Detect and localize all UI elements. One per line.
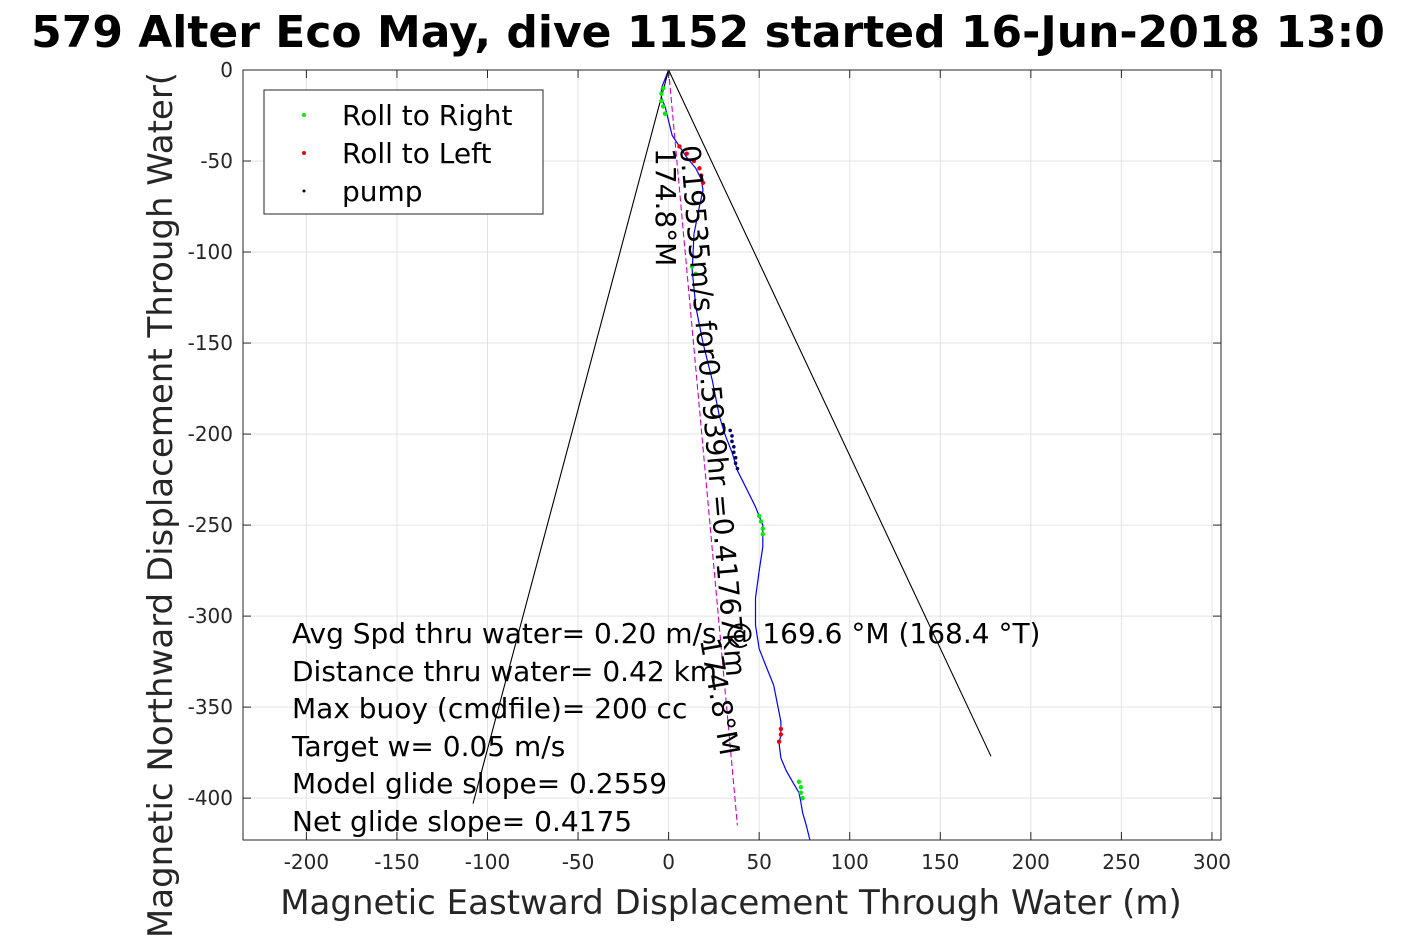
- y-tick-label: 0: [220, 58, 233, 82]
- y-axis: 0 -50 -100 -150 -200 -250 -300 -350 -400: [188, 58, 1221, 810]
- x-tick-label: 150: [921, 850, 959, 874]
- x-tick-label: 300: [1193, 850, 1231, 874]
- stat-max-buoy: Max buoy (cmdfile)= 200 cc: [292, 692, 687, 725]
- marker-roll-left: [697, 166, 702, 171]
- legend-box: [263, 89, 544, 215]
- series-cone: [472, 70, 992, 804]
- heading-annotation: 174.8°M: [649, 148, 682, 266]
- x-tick-label: 0: [662, 850, 675, 874]
- series-heading-line: [668, 70, 738, 826]
- marker-pump: [733, 455, 738, 460]
- marker-roll-right: [800, 795, 805, 801]
- marker-pump: [732, 450, 736, 455]
- x-axis-label: Magnetic Eastward Displacement Through W…: [280, 883, 1182, 923]
- x-tick-label: -150: [374, 850, 419, 874]
- marker-roll-right: [693, 271, 698, 277]
- stat-net-glide: Net glide slope= 0.4175: [292, 805, 632, 838]
- y-tick-label: -200: [188, 422, 233, 446]
- x-tick-label: -200: [284, 850, 329, 874]
- marker-roll-right: [659, 91, 664, 96]
- x-tick-label: 50: [746, 850, 771, 874]
- legend-label-roll-left: Roll to Left: [342, 137, 491, 170]
- stats-block: Avg Spd thru water= 0.20 m/s @ 169.6 °M …: [291, 617, 1040, 838]
- y-tick-label: -150: [188, 331, 233, 355]
- x-tick-label: 250: [1102, 850, 1140, 874]
- marker-roll-right: [659, 98, 664, 104]
- y-tick-label: -400: [188, 786, 233, 810]
- plot-frame: [242, 69, 1222, 841]
- x-axis: -200 -150 -100 -50 0 50 100 150 200 250 300: [284, 70, 1231, 874]
- marker-roll-left: [677, 144, 682, 149]
- marker-roll-right: [798, 790, 804, 795]
- legend-marker-roll-right: [302, 113, 306, 117]
- x-tick-label: 200: [1012, 850, 1050, 874]
- legend-marker-roll-left: [302, 151, 306, 155]
- chart-title: 579 Alter Eco May, dive 1152 started 16-…: [31, 7, 1385, 58]
- stat-avg-speed: Avg Spd thru water= 0.20 m/s @ 169.6 °M …: [292, 617, 1040, 650]
- stat-distance: Distance thru water= 0.42 km: [292, 655, 717, 688]
- marker-roll-right: [796, 779, 802, 784]
- stat-model-glide: Model glide slope= 0.2559: [292, 767, 667, 800]
- stat-target-w: Target w= 0.05 m/s: [291, 730, 565, 763]
- data-layer: [472, 70, 992, 840]
- legend-marker-pump: [302, 189, 306, 193]
- marker-roll-right: [660, 104, 666, 109]
- y-axis-label: Magnetic Northward Displacement Through …: [141, 72, 181, 938]
- x-tick-label: 100: [831, 850, 869, 874]
- y-tick-label: -300: [188, 604, 233, 628]
- marker-pump: [732, 445, 736, 449]
- x-tick-label: -100: [465, 850, 510, 874]
- marker-roll-left: [684, 151, 689, 156]
- marker-roll-left: [778, 726, 784, 732]
- legend: Roll to Right Roll to Left pump: [263, 89, 544, 215]
- marker-roll-left: [691, 158, 697, 164]
- marker-pump: [730, 434, 734, 438]
- marker-roll-right: [760, 531, 765, 537]
- marker-roll-left: [778, 732, 784, 737]
- marker-pump: [728, 428, 732, 433]
- legend-label-roll-right: Roll to Right: [342, 99, 513, 132]
- marker-roll-right: [758, 519, 764, 524]
- y-tick-label: -350: [188, 695, 233, 719]
- y-tick-label: -250: [188, 513, 233, 537]
- marker-roll-right: [798, 785, 804, 790]
- series-track: [660, 70, 811, 840]
- marker-roll-right: [662, 111, 668, 116]
- marker-roll-right: [756, 513, 762, 519]
- marker-roll-left: [776, 739, 782, 744]
- y-tick-label: -50: [200, 149, 233, 173]
- marker-pump: [730, 439, 734, 444]
- marker-roll-right: [760, 526, 765, 531]
- marker-pump: [733, 461, 738, 465]
- marker-roll-right: [689, 264, 695, 269]
- x-tick-label: -50: [562, 850, 595, 874]
- marker-roll-right: [660, 86, 666, 91]
- marker-pump: [735, 466, 740, 471]
- y-tick-label: -100: [188, 240, 233, 264]
- marker-roll-left: [699, 173, 704, 178]
- legend-label-pump: pump: [342, 175, 423, 208]
- marker-roll-left: [700, 180, 706, 186]
